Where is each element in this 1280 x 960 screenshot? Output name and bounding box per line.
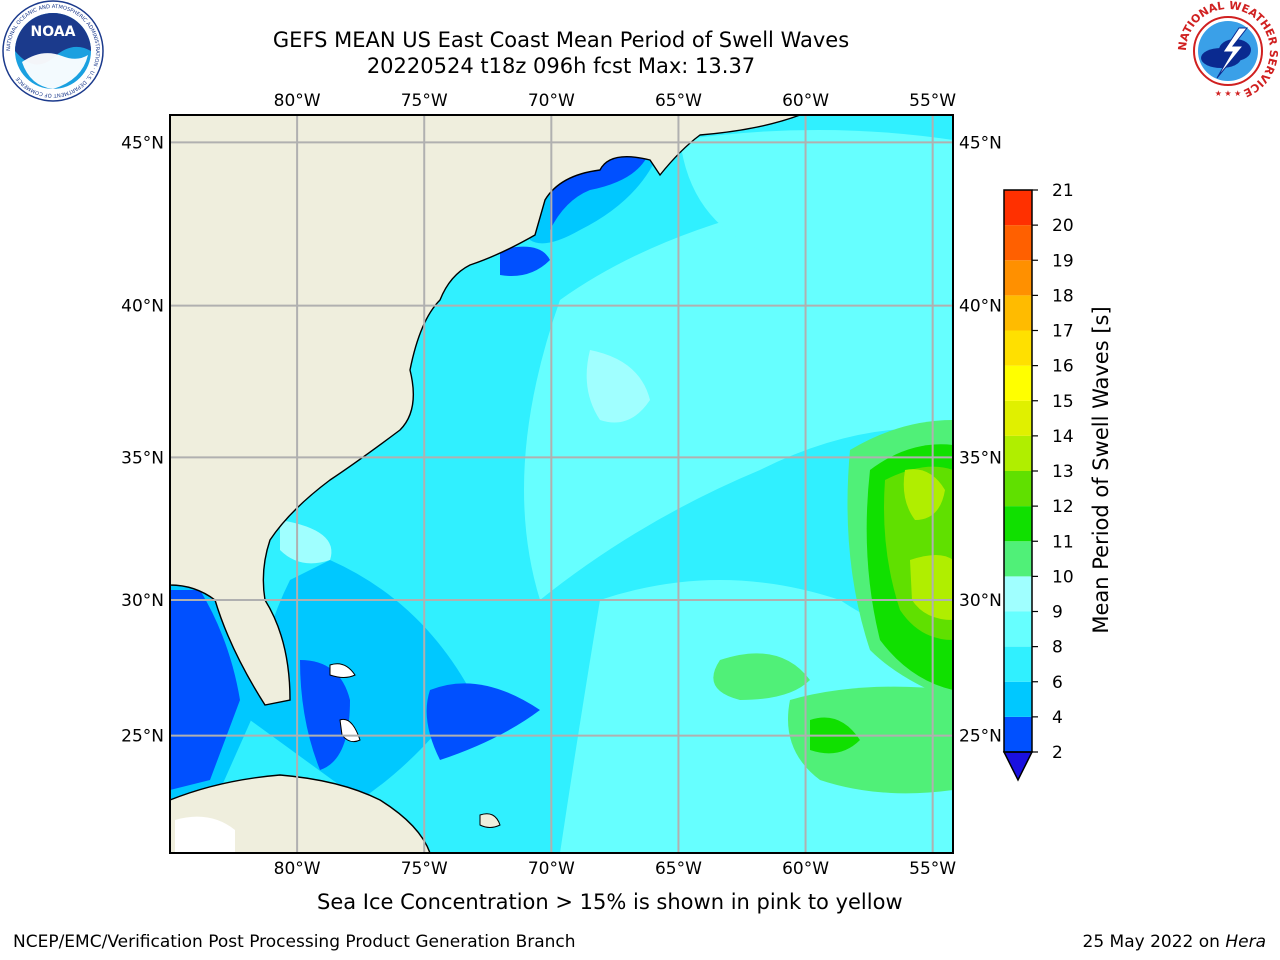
swell-band-4-6-bahamas bbox=[250, 560, 470, 800]
colorbar-segment bbox=[1004, 365, 1032, 401]
colorbar-segment bbox=[1004, 330, 1032, 366]
colorbar-tick-label: 21 bbox=[1052, 181, 1074, 201]
lat-label: 25°N bbox=[121, 727, 164, 747]
swell-band-9-10-b bbox=[788, 686, 953, 794]
map-title: GEFS MEAN US East Coast Mean Period of S… bbox=[272, 28, 850, 52]
colorbar-tick-label: 8 bbox=[1052, 638, 1063, 658]
swell-band-2-4-bahamas-east bbox=[426, 683, 540, 760]
colorbar-segment bbox=[1004, 471, 1032, 507]
colorbar-tick-label: 11 bbox=[1052, 532, 1074, 552]
lon-labels-bottom: 80°W 75°W 70°W 65°W 60°W 55°W bbox=[274, 859, 957, 879]
lon-label: 75°W bbox=[401, 91, 448, 111]
colorbar-tick-label: 6 bbox=[1052, 673, 1063, 693]
lat-labels-right: 45°N 40°N 35°N 30°N 25°N bbox=[959, 133, 1002, 746]
colorbar-tick-label: 16 bbox=[1052, 357, 1074, 377]
colorbar-tick-label: 17 bbox=[1052, 322, 1074, 342]
swell-patch-8-9 bbox=[586, 350, 650, 423]
colorbar-tick-label: 19 bbox=[1052, 251, 1074, 271]
lon-label: 55°W bbox=[909, 91, 956, 111]
lon-label: 70°W bbox=[528, 91, 575, 111]
colorbar-segment bbox=[1004, 611, 1032, 647]
island-grand-bahama bbox=[329, 663, 356, 678]
island-hispaniola-tip bbox=[479, 813, 501, 828]
colorbar-segment bbox=[1004, 435, 1032, 471]
swell-band-6-8-north bbox=[680, 130, 953, 300]
graticule bbox=[170, 115, 953, 853]
lon-label: 80°W bbox=[274, 91, 321, 111]
swell-period-field bbox=[170, 115, 953, 853]
colorbar-segment bbox=[1004, 400, 1032, 436]
colorbar-tick-label: 2 bbox=[1052, 743, 1063, 763]
colorbar-tick-label: 20 bbox=[1052, 216, 1074, 236]
colorbar-tick-label: 10 bbox=[1052, 567, 1074, 587]
lon-labels-top: 80°W 75°W 70°W 65°W 60°W 55°W bbox=[274, 91, 957, 111]
svg-text:★ ★ ★: ★ ★ ★ bbox=[1215, 89, 1242, 98]
lon-label: 65°W bbox=[655, 91, 702, 111]
colorbar-tick-label: 18 bbox=[1052, 286, 1074, 306]
swell-band-2-4-gulf bbox=[170, 590, 240, 790]
lat-label: 25°N bbox=[959, 727, 1002, 747]
swell-band-6-8 bbox=[524, 180, 953, 600]
lat-label: 45°N bbox=[959, 133, 1002, 153]
us-landmass bbox=[170, 115, 801, 706]
colorbar-title: Mean Period of Swell Waves [s] bbox=[1089, 306, 1113, 633]
colorbar-tick-label: 9 bbox=[1052, 603, 1063, 623]
colorbar-segment bbox=[1004, 190, 1032, 226]
colorbar-segment bbox=[1004, 506, 1032, 542]
colorbar-tick-label: 15 bbox=[1052, 392, 1074, 412]
colorbar-under-arrow bbox=[1002, 751, 1034, 782]
colorbar-title-text: Mean Period of Swell Waves [s] bbox=[1089, 306, 1113, 633]
colorbar-segment bbox=[1004, 716, 1032, 752]
lat-label: 30°N bbox=[121, 591, 164, 611]
footer-host: Hera bbox=[1225, 932, 1266, 952]
map-frame bbox=[169, 114, 954, 854]
swell-band-2-4-capecod bbox=[500, 246, 550, 276]
lon-label: 70°W bbox=[528, 859, 575, 879]
colorbar-segment bbox=[1004, 225, 1032, 261]
noaa-logo: NOAA NATIONAL OCEANIC AND ATMOSPHERIC AD… bbox=[2, 0, 104, 102]
lat-label: 35°N bbox=[121, 448, 164, 468]
map-subtitle: 20220524 t18z 096h fcst Max: 13.37 bbox=[366, 54, 756, 78]
lat-label: 45°N bbox=[121, 133, 164, 153]
colorbar-tick-label: 4 bbox=[1052, 708, 1063, 728]
swell-band-12-13-b bbox=[910, 555, 953, 620]
lat-label: 40°N bbox=[959, 297, 1002, 317]
no-data-region bbox=[175, 816, 235, 853]
sea-ice-note: Sea Ice Concentration > 15% is shown in … bbox=[317, 890, 903, 914]
footer-credit: NCEP/EMC/Verification Post Processing Pr… bbox=[13, 932, 576, 952]
colorbar-segment bbox=[1004, 295, 1032, 331]
nws-logo: NATIONAL WEATHER SERVICE ★ ★ ★ bbox=[1177, 0, 1279, 101]
colorbar-segment bbox=[1004, 681, 1032, 717]
lon-label: 75°W bbox=[401, 859, 448, 879]
colorbar: 2 4 6 8 9 10 11 12 13 14 15 16 17 18 19 20 21 bbox=[1002, 181, 1074, 782]
swell-band-12-13-a bbox=[903, 469, 945, 520]
lon-label: 60°W bbox=[782, 859, 829, 879]
swell-band-9-10-a bbox=[713, 653, 810, 700]
noaa-text: NOAA bbox=[31, 24, 76, 40]
colorbar-segment bbox=[1004, 541, 1032, 577]
lon-label: 65°W bbox=[655, 859, 702, 879]
swell-band-2-4-bahamas-bank bbox=[300, 660, 350, 770]
colorbar-segment bbox=[1004, 260, 1032, 296]
lat-label: 35°N bbox=[959, 448, 1002, 468]
lat-labels-left: 45°N 40°N 35°N 30°N 25°N bbox=[121, 133, 164, 746]
footer-date: 25 May 2022 on Hera bbox=[1083, 932, 1267, 952]
lat-label: 40°N bbox=[121, 297, 164, 317]
colorbar-segment bbox=[1004, 646, 1032, 682]
colorbar-tick-label: 13 bbox=[1052, 462, 1074, 482]
footer-date-text: 25 May 2022 on bbox=[1082, 932, 1226, 952]
lon-label: 55°W bbox=[909, 859, 956, 879]
colorbar-tick-label: 12 bbox=[1052, 497, 1074, 517]
lon-label: 60°W bbox=[782, 91, 829, 111]
colorbar-segment bbox=[1004, 576, 1032, 612]
colorbar-tick-label: 14 bbox=[1052, 427, 1074, 447]
swell-patch-8-9-coast bbox=[280, 520, 332, 564]
lon-label: 80°W bbox=[274, 859, 321, 879]
lat-label: 30°N bbox=[959, 591, 1002, 611]
